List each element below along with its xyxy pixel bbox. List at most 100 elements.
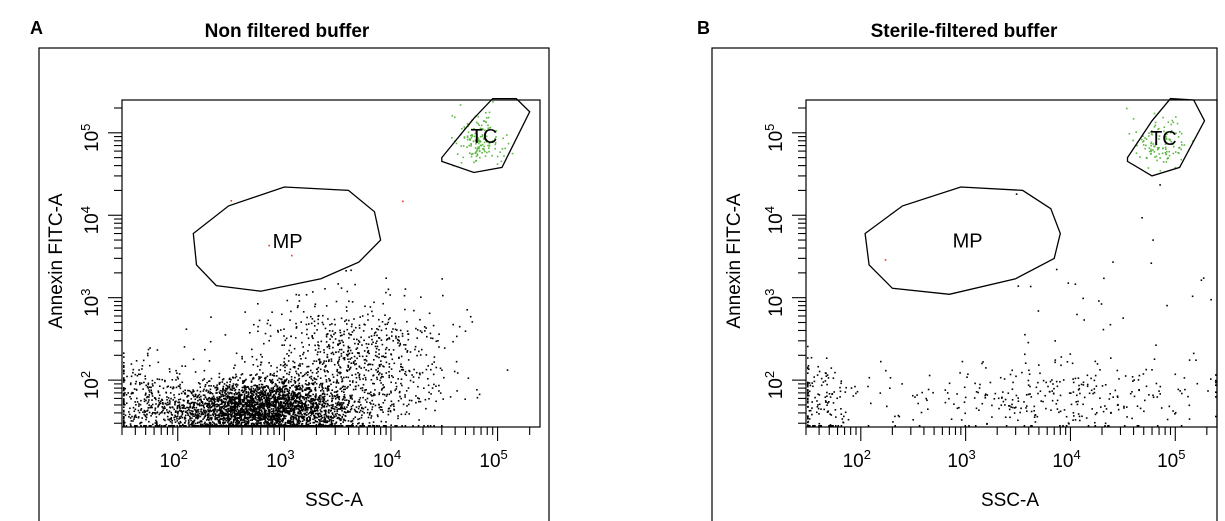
event-point	[346, 370, 349, 372]
event-point	[216, 384, 218, 386]
event-point	[331, 351, 334, 354]
event-point	[264, 412, 266, 415]
event-point	[281, 394, 284, 397]
event-point	[140, 421, 143, 424]
event-point	[285, 388, 288, 390]
event-point	[825, 372, 827, 375]
event-point	[400, 397, 402, 400]
event-point	[275, 404, 277, 406]
event-point	[322, 406, 324, 408]
event-point	[348, 369, 351, 371]
event-point	[363, 366, 366, 369]
event-point	[321, 363, 324, 365]
event-point	[252, 393, 254, 395]
event-point	[278, 402, 280, 404]
event-point	[421, 331, 423, 334]
event-point	[169, 401, 171, 403]
event-point	[223, 390, 225, 392]
event-point	[277, 329, 279, 332]
event-point	[228, 384, 231, 386]
event-point	[277, 393, 280, 395]
event-point	[225, 395, 228, 398]
event-point	[387, 413, 390, 416]
event-point	[176, 415, 179, 417]
event-point	[296, 400, 299, 403]
event-point	[237, 379, 239, 381]
event-point	[397, 400, 400, 402]
event-point	[151, 399, 153, 401]
event-point	[233, 411, 236, 413]
event-point	[306, 365, 308, 368]
event-point	[345, 376, 348, 378]
event-point	[293, 366, 296, 369]
event-point	[125, 393, 128, 396]
event-point	[178, 418, 180, 420]
event-point	[187, 399, 190, 402]
event-point	[407, 333, 410, 335]
event-point	[277, 412, 280, 415]
event-point	[365, 360, 368, 362]
event-point	[200, 408, 203, 410]
event-point	[327, 333, 329, 335]
event-point	[174, 402, 176, 404]
event-point	[228, 400, 230, 403]
event-point	[163, 418, 165, 421]
event-point	[202, 404, 205, 406]
event-point	[307, 425, 310, 427]
event-point	[284, 385, 286, 387]
event-point	[404, 425, 407, 427]
event-point	[138, 373, 140, 376]
event-point	[273, 422, 276, 424]
event-point	[272, 408, 275, 410]
event-point	[307, 350, 309, 352]
event-point	[271, 419, 274, 421]
event-point	[308, 412, 311, 414]
event-point	[311, 371, 314, 374]
event-point	[244, 412, 246, 415]
event-point	[227, 387, 229, 390]
event-point	[222, 405, 225, 407]
event-point	[286, 364, 288, 367]
event-point	[214, 413, 217, 415]
event-point	[255, 422, 257, 424]
event-point	[290, 351, 293, 354]
event-point	[332, 346, 334, 349]
event-point	[321, 405, 324, 407]
event-point	[289, 419, 292, 422]
event-point	[471, 321, 474, 323]
event-point	[224, 334, 227, 336]
event-point	[299, 392, 301, 394]
event-point	[419, 400, 422, 403]
event-point	[376, 334, 378, 337]
event-point	[296, 421, 299, 424]
event-point	[242, 399, 245, 401]
event-point	[178, 401, 180, 403]
event-point	[198, 404, 201, 406]
event-point	[156, 411, 158, 414]
event-point	[362, 396, 364, 399]
event-point	[274, 406, 276, 408]
event-point	[327, 388, 330, 390]
event-point	[401, 384, 403, 387]
event-point	[293, 424, 296, 426]
event-point	[158, 397, 160, 400]
event-point	[272, 413, 274, 415]
event-point	[270, 387, 273, 390]
event-point	[170, 413, 173, 416]
event-point	[374, 331, 377, 334]
event-point	[162, 409, 164, 412]
event-point	[357, 418, 359, 421]
event-point	[461, 127, 463, 130]
event-point	[479, 141, 481, 143]
event-point	[141, 365, 144, 367]
event-point	[170, 411, 172, 414]
event-point	[310, 401, 312, 403]
event-point	[209, 340, 212, 343]
event-point	[277, 425, 279, 427]
event-point	[144, 375, 146, 377]
event-point	[192, 389, 194, 391]
event-point	[808, 390, 811, 393]
event-point	[356, 347, 359, 349]
event-point	[247, 416, 249, 419]
event-point	[218, 391, 221, 393]
